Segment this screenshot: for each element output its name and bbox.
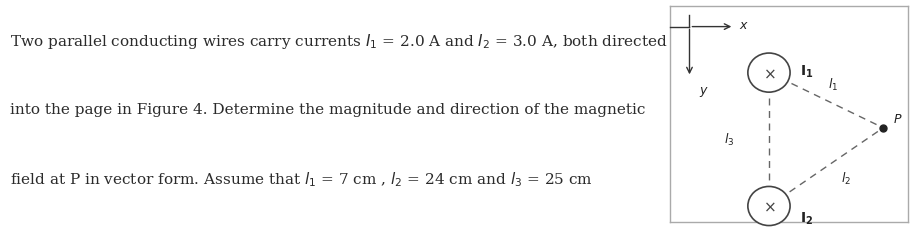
Circle shape [748, 187, 790, 226]
Text: $x$: $x$ [740, 19, 749, 32]
Text: into the page in Figure 4. Determine the magnitude and direction of the magnetic: into the page in Figure 4. Determine the… [10, 103, 645, 117]
Text: $\times$: $\times$ [762, 199, 775, 214]
Text: $\mathbf{I_2}$: $\mathbf{I_2}$ [800, 209, 813, 226]
Text: $\mathit{l}_1$: $\mathit{l}_1$ [828, 77, 839, 93]
Text: $P$: $P$ [893, 113, 903, 126]
Text: $\times$: $\times$ [762, 66, 775, 81]
Text: field at P in vector form. Assume that $\mathit{l}_1$ = 7 cm , $\mathit{l}_2$ = : field at P in vector form. Assume that $… [10, 169, 593, 188]
Circle shape [748, 54, 790, 93]
Text: $\mathit{l}_2$: $\mathit{l}_2$ [841, 171, 851, 187]
Text: $y$: $y$ [699, 85, 709, 99]
Text: $\mathbf{I_1}$: $\mathbf{I_1}$ [800, 63, 813, 79]
Text: Two parallel conducting wires carry currents $I_1$ = 2.0 A and $I_2$ = 3.0 A, bo: Two parallel conducting wires carry curr… [10, 32, 667, 51]
Text: $\mathit{l}_3$: $\mathit{l}_3$ [724, 132, 734, 148]
